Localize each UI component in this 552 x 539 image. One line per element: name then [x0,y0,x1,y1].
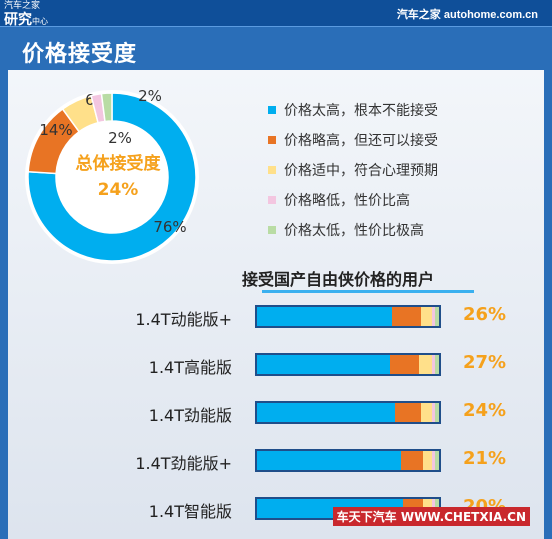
bar-segment-4-1 [257,451,401,470]
donut-slice-1 [27,92,197,262]
logo-line2: 研究 [4,12,32,28]
legend-label-3: 价格适中，符合心理预期 [284,163,438,179]
bar-total-label-2: 27% [463,352,507,373]
bar-segment-3-4 [431,403,436,422]
bar-chart-title: 接受国产自由侠价格的用户 [242,270,435,289]
top-header-bar: 汽车之家 研究中心 汽车之家 autohome.com.cn [0,0,552,27]
donut-slice-label-2: 14% [39,121,72,139]
bar-segment-4-4 [431,451,436,470]
legend-item-3: 价格适中，符合心理预期 [268,155,438,185]
autohome-research-logo: 汽车之家 研究中心 [4,1,60,28]
legend-item-1: 价格太高，根本不能接受 [268,95,438,125]
legend-item-5: 价格太低，性价比极高 [268,215,438,245]
bar-category-label-2: 1.4T高能版 [148,358,232,377]
legend-swatch-1 [268,106,276,114]
bar-segment-3-2 [395,403,421,422]
page-title: 价格接受度 [22,42,138,67]
legend-item-4: 价格略低，性价比高 [268,185,438,215]
bar-total-label-3: 24% [463,400,507,421]
legend-swatch-5 [268,226,276,234]
bar-total-label-1: 26% [463,304,507,325]
donut-slice-label-4: 2% [108,129,132,147]
logo-line1: 汽车之家 [4,1,41,11]
bar-category-label-4: 1.4T劲能版+ [135,454,232,473]
bar-segment-2-2 [389,355,419,374]
bar-segment-4-5 [435,451,439,470]
bar-category-label-3: 1.4T劲能版 [148,406,232,425]
legend-swatch-3 [268,166,276,174]
donut-slice-label-5: 2% [138,87,162,105]
legend-label-1: 价格太高，根本不能接受 [284,103,438,119]
bar-segment-2-3 [418,355,432,374]
donut-center-label: 总体接受度 [76,153,162,174]
site-brand: 汽车之家 autohome.com.cn [396,9,538,21]
bar-segment-1-2 [391,307,421,326]
donut-slice-5 [100,92,113,123]
bar-segment-2-4 [431,355,436,374]
watermark: 车天下汽车 WWW.CHETXIA.CN [332,507,530,526]
legend-item-2: 价格略高，但还可以接受 [268,125,438,155]
donut-center-value: 24% [98,180,139,200]
bar-category-label-1: 1.4T动能版+ [135,310,232,329]
legend-label-4: 价格略低，性价比高 [284,193,410,209]
bar-title-underline [262,290,474,293]
bar-segment-1-5 [435,307,439,326]
bar-segment-3-3 [420,403,432,422]
bar-segment-1-3 [420,307,432,326]
bar-segment-4-2 [400,451,423,470]
legend-swatch-2 [268,136,276,144]
donut-legend: 价格太高，根本不能接受 价格略高，但还可以接受 价格适中，符合心理预期 价格略低，性价… [268,95,438,245]
legend-swatch-4 [268,196,276,204]
legend-label-2: 价格略高，但还可以接受 [284,133,438,149]
bar-total-label-4: 21% [463,448,507,469]
bar-segment-1-4 [431,307,436,326]
bar-segment-3-1 [257,403,396,422]
donut-slice-label-1: 76% [153,218,186,236]
logo-line3: 中心 [32,17,48,26]
bar-segment-2-5 [435,355,439,374]
bar-segment-3-5 [435,403,439,422]
bar-segment-4-3 [422,451,432,470]
bar-segment-1-1 [257,307,392,326]
legend-label-5: 价格太低，性价比极高 [284,223,424,239]
bar-category-label-5: 1.4T智能版 [148,502,232,521]
bar-segment-2-1 [257,355,390,374]
